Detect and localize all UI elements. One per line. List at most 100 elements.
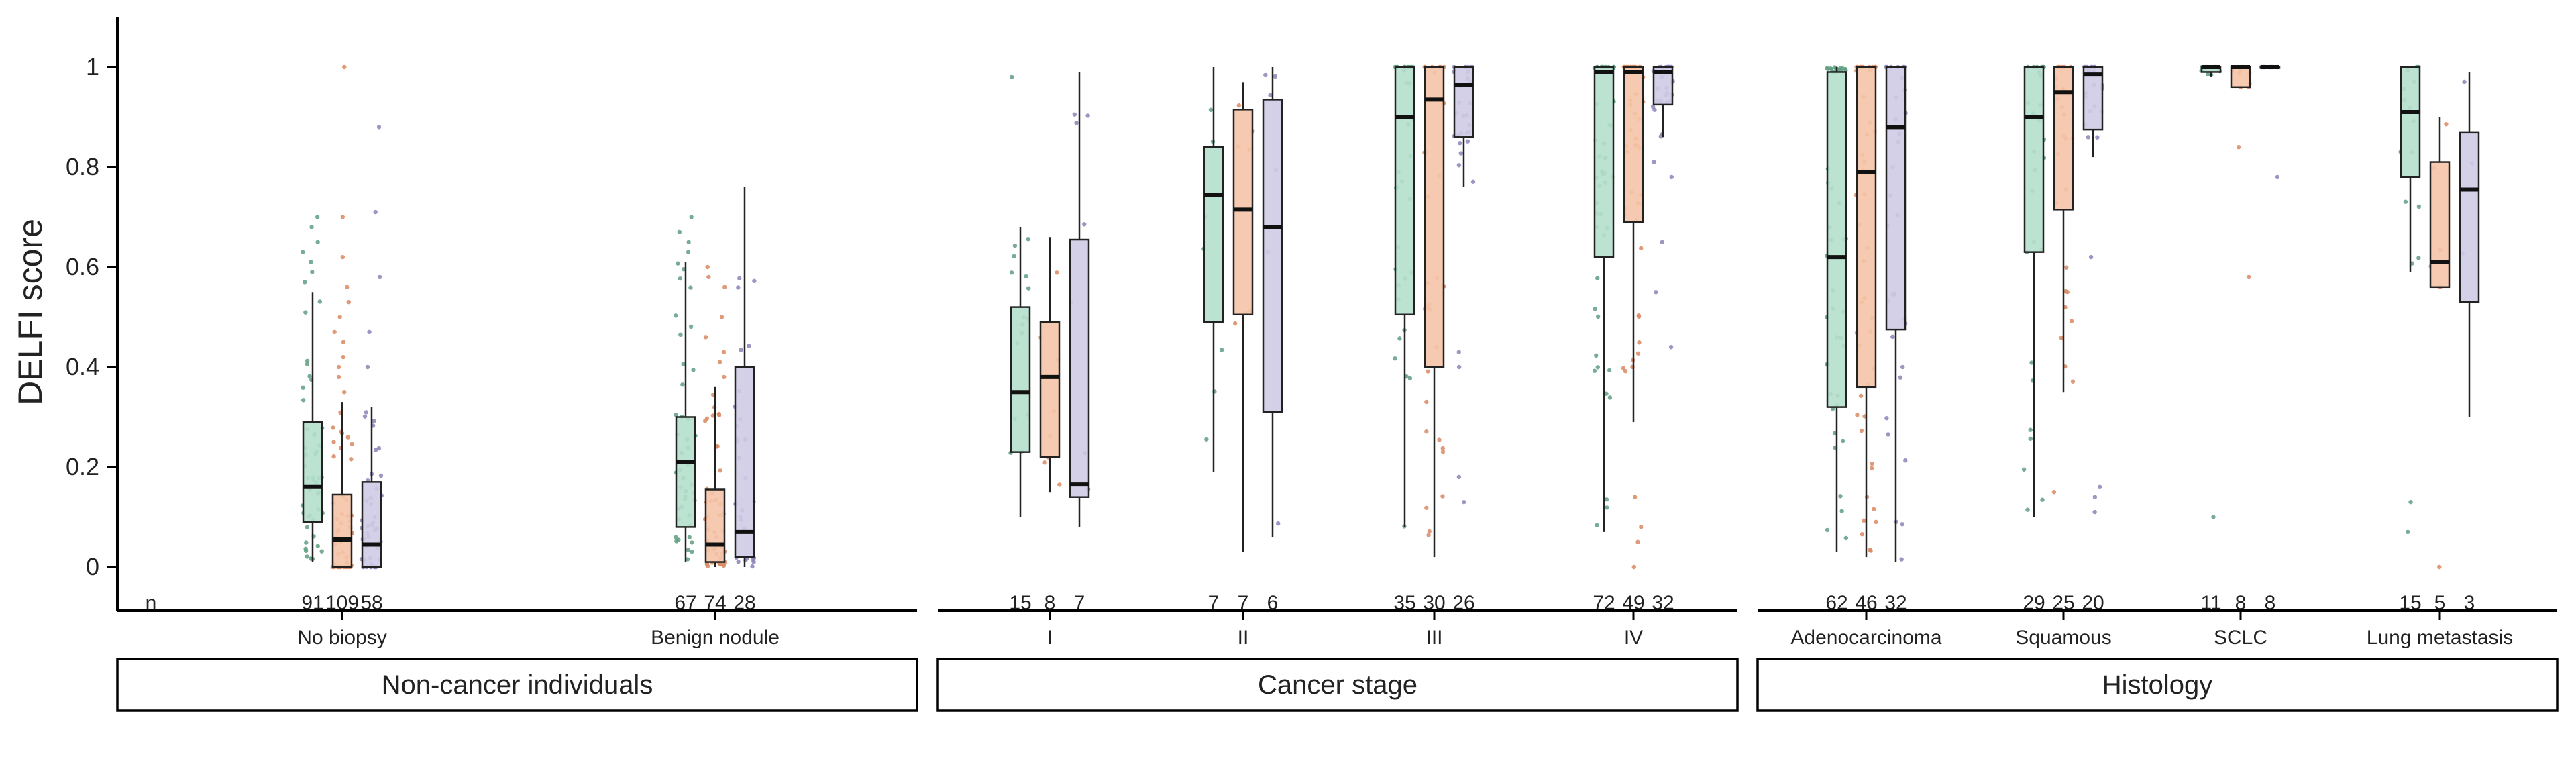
data-point [1593, 307, 1597, 311]
data-point [372, 419, 376, 423]
outlier-point [677, 229, 682, 235]
outlier-point [2051, 490, 2057, 495]
outlier-point [1635, 539, 1640, 544]
data-point [303, 310, 308, 315]
outlier-point [2092, 509, 2097, 515]
data-point [1635, 351, 1641, 356]
data-point [685, 557, 690, 562]
n-count-label: 20 [2082, 592, 2104, 614]
data-point [1427, 529, 1432, 534]
x-tick-label: Adenocarcinoma [1790, 627, 1941, 649]
data-point [2205, 72, 2210, 77]
data-point [331, 440, 336, 444]
n-count-label: 7 [1208, 592, 1220, 614]
data-point [674, 313, 678, 318]
data-point [362, 414, 368, 419]
data-point [721, 563, 727, 568]
data-point [345, 435, 350, 440]
data-point [331, 425, 335, 430]
data-point [1026, 237, 1030, 242]
data-point [308, 556, 313, 561]
n-count-label: 6 [1267, 592, 1279, 614]
facet-strip [936, 658, 1739, 712]
y-tick-label: 1 [86, 53, 99, 81]
data-point [2025, 507, 2030, 512]
data-point [1636, 314, 1642, 319]
y-tick-label: 0 [86, 553, 99, 580]
axes-layer [107, 17, 2559, 712]
data-point [1903, 458, 1908, 463]
n-count-label: 28 [733, 592, 755, 614]
outlier-point [2097, 484, 2102, 489]
data-point [1273, 74, 1278, 79]
data-point [1859, 428, 1864, 433]
data-point [736, 285, 741, 290]
data-point [1424, 505, 1429, 510]
data-point [710, 393, 716, 397]
data-point [1082, 222, 1087, 227]
data-point [1055, 270, 1059, 275]
n-count-label: 7 [1074, 592, 1085, 614]
data-point [2086, 135, 2090, 140]
outlier-point [336, 374, 341, 380]
data-point [1623, 369, 1628, 374]
n-count-label: 32 [1884, 592, 1907, 614]
outlier-point [332, 329, 337, 335]
data-point [1899, 557, 1904, 562]
x-tick-label: Benign nodule [651, 627, 780, 649]
data-point [674, 413, 678, 417]
data-point [1898, 375, 1903, 380]
data-point [1637, 340, 1642, 345]
box-iqr [1826, 71, 1847, 408]
data-point [1232, 321, 1238, 326]
n-count-label: 15 [2399, 592, 2421, 614]
outlier-point [340, 254, 345, 260]
data-point [1871, 507, 1876, 512]
data-point [1595, 365, 1600, 370]
data-point [1407, 376, 1413, 381]
n-count-label: 72 [1593, 592, 1615, 614]
y-axis-title: DELFI score [11, 219, 49, 405]
box-iqr [1232, 109, 1254, 316]
x-tick-label: Squamous [2015, 627, 2111, 649]
data-point [1621, 366, 1626, 370]
data-point [1838, 494, 1843, 499]
data-point [1862, 518, 1866, 523]
outlier-point [1456, 474, 1462, 480]
box-iqr [734, 366, 755, 558]
facet-strip-label: Non-cancer individuals [382, 670, 653, 700]
data-point [315, 544, 320, 548]
data-point [1841, 438, 1845, 444]
data-point [1829, 66, 1834, 72]
outlier-point [1669, 174, 1674, 180]
data-point [349, 457, 354, 462]
x-tick-label: Lung metastasis [2367, 627, 2513, 649]
data-point [1268, 93, 1273, 98]
data-point [2028, 427, 2033, 432]
data-point [1884, 416, 1889, 421]
data-point [304, 540, 309, 545]
outlier-point [341, 354, 345, 360]
n-count-label: 29 [2023, 592, 2045, 614]
data-point [2095, 135, 2100, 140]
box-iqr [1453, 66, 1474, 138]
data-point [317, 299, 323, 304]
outlier-point [2275, 174, 2280, 180]
outlier-point [336, 364, 341, 370]
n-count-label: 35 [1393, 592, 1415, 614]
data-point [1595, 276, 1600, 280]
data-point [1825, 527, 1830, 533]
data-point [1440, 450, 1446, 454]
box-iqr [1424, 66, 1445, 368]
data-point [750, 564, 755, 569]
data-point [747, 344, 751, 348]
outlier-point [717, 360, 722, 364]
outlier-point [315, 215, 320, 219]
outlier-point [2408, 499, 2413, 505]
data-point [1855, 413, 1860, 417]
data-point [1458, 141, 1462, 146]
data-point [1870, 461, 1874, 466]
data-point [350, 442, 354, 447]
data-point [678, 276, 683, 281]
data-point [1607, 395, 1613, 400]
